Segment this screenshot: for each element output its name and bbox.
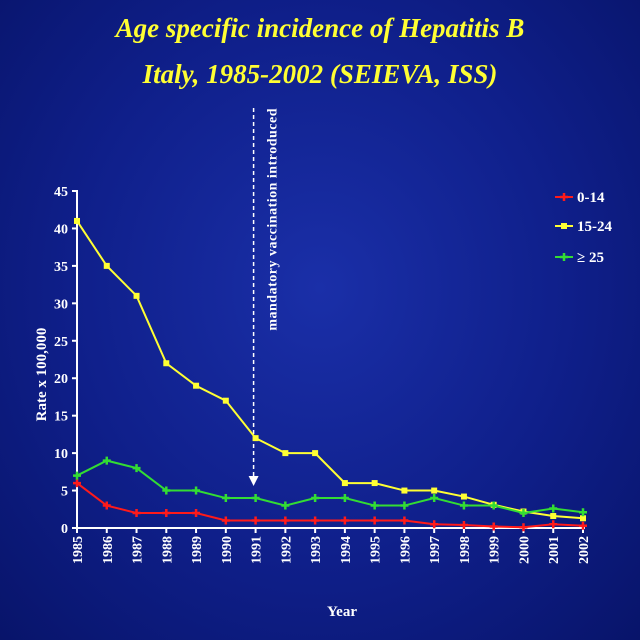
y-tick-label-15: 15	[54, 410, 68, 425]
x-axis-label: Year	[327, 604, 357, 620]
annotation-arrow-head	[248, 476, 259, 486]
data-point	[162, 486, 171, 495]
data-point	[311, 494, 320, 503]
data-point	[460, 493, 467, 500]
data-point	[311, 516, 320, 525]
data-point	[489, 501, 498, 510]
data-point	[549, 504, 558, 513]
data-point	[489, 522, 498, 531]
y-tick-label-10: 10	[54, 447, 68, 462]
data-point	[102, 501, 111, 510]
y-tick-label-25: 25	[54, 335, 68, 350]
data-point	[193, 382, 200, 389]
data-point	[251, 494, 260, 503]
y-tick-label-40: 40	[54, 222, 68, 237]
data-point	[73, 479, 81, 488]
data-point	[401, 487, 408, 494]
x-tick-label-1995: 1995	[369, 536, 384, 564]
x-tick-label-2001: 2001	[547, 536, 562, 564]
legend-marker	[560, 193, 568, 201]
data-point	[519, 509, 528, 518]
x-tick-label-1993: 1993	[309, 536, 324, 564]
legend-label-1: 15-24	[577, 219, 612, 235]
data-point	[281, 501, 290, 510]
legend-marker	[560, 253, 568, 261]
y-axis-label: Rate x 100,000	[34, 328, 50, 422]
x-tick-label-1996: 1996	[398, 536, 413, 564]
data-point	[341, 480, 348, 487]
data-point	[400, 501, 409, 510]
x-tick-label-1999: 1999	[488, 536, 503, 564]
data-point	[430, 494, 439, 503]
data-point	[192, 509, 201, 518]
data-point	[459, 501, 468, 510]
data-point	[132, 464, 141, 473]
x-tick-label-1992: 1992	[279, 536, 294, 564]
x-tick-label-1994: 1994	[339, 536, 354, 564]
data-point	[221, 494, 230, 503]
data-point	[132, 509, 141, 518]
data-point	[282, 450, 289, 457]
data-point	[579, 508, 587, 517]
legend-label-2: ≥ 25	[577, 250, 604, 266]
y-tick-label-0: 0	[61, 522, 68, 537]
y-tick-label-35: 35	[54, 260, 68, 275]
data-point	[400, 516, 409, 525]
data-point	[519, 523, 528, 532]
data-point	[222, 397, 229, 404]
x-tick-label-1987: 1987	[131, 536, 146, 564]
data-point	[102, 456, 111, 465]
data-point	[312, 450, 319, 457]
y-tick-label-45: 45	[54, 185, 68, 200]
x-tick-label-1988: 1988	[160, 536, 175, 564]
data-point	[221, 516, 230, 525]
data-point	[251, 516, 260, 525]
y-tick-label-20: 20	[54, 372, 68, 387]
data-point	[431, 487, 438, 494]
x-tick-label-1991: 1991	[250, 536, 265, 564]
chart-title-line2: Italy, 1985-2002 (SEIEVA, ISS)	[142, 59, 498, 89]
data-point	[133, 292, 140, 299]
y-tick-label-5: 5	[61, 485, 68, 500]
x-tick-label-2000: 2000	[517, 536, 532, 564]
data-point	[163, 360, 170, 367]
data-point	[549, 520, 558, 529]
data-point	[371, 480, 378, 487]
data-point	[579, 521, 587, 530]
data-point	[74, 217, 80, 224]
data-point	[252, 435, 259, 442]
series-line-0	[76, 482, 584, 529]
y-tick-label-30: 30	[54, 297, 68, 312]
data-point	[192, 486, 201, 495]
x-tick-label-1998: 1998	[458, 536, 473, 564]
data-point	[281, 516, 290, 525]
x-tick-label-1990: 1990	[220, 536, 235, 564]
data-point	[550, 513, 557, 520]
data-point	[340, 516, 349, 525]
data-point	[162, 509, 171, 518]
annotation-text: mandatory vaccination introduced	[266, 108, 281, 331]
legend-label-0: 0-14	[577, 190, 605, 206]
x-tick-label-1986: 1986	[101, 536, 116, 564]
data-point	[73, 471, 81, 480]
x-tick-label-1985: 1985	[71, 536, 86, 564]
data-point	[370, 516, 379, 525]
series-line-1	[76, 220, 584, 520]
data-point	[580, 515, 586, 522]
legend-marker	[561, 223, 567, 229]
data-point	[459, 521, 468, 530]
data-point	[430, 520, 439, 529]
x-tick-label-1989: 1989	[190, 536, 205, 564]
data-point	[103, 262, 110, 269]
x-tick-label-1997: 1997	[428, 536, 443, 564]
x-tick-label-2002: 2002	[577, 536, 592, 564]
series-line-2	[76, 459, 584, 515]
chart-title-line1: Age specific incidence of Hepatitis B	[115, 13, 525, 43]
data-point	[340, 494, 349, 503]
data-point	[370, 501, 379, 510]
